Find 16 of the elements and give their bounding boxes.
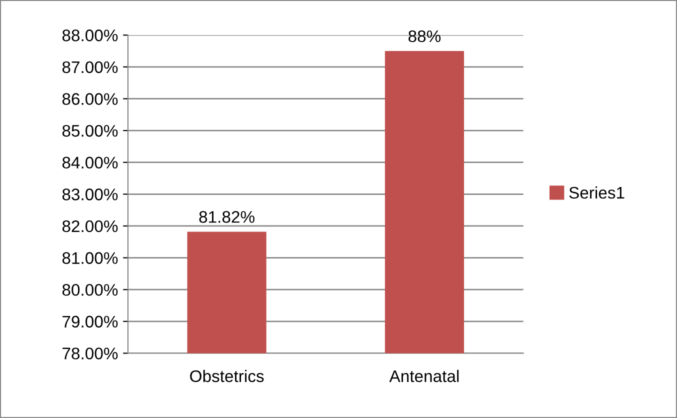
y-tick-label: 86.00% — [62, 93, 118, 105]
data-label: 81.82% — [199, 211, 254, 223]
y-tick-label: 87.00% — [62, 61, 118, 74]
y-tick-label: 78.00% — [62, 348, 118, 360]
x-tick-label: Obstetrics — [190, 370, 264, 382]
y-tick-label: 88.00% — [62, 30, 118, 42]
y-tick-label: 80.00% — [62, 284, 118, 296]
x-tick-label: Antenatal — [389, 370, 459, 382]
y-tick-label: 84.00% — [62, 156, 118, 169]
legend-label: Series1 — [569, 186, 624, 199]
data-label: 88% — [408, 30, 441, 42]
y-tick-label: 81.00% — [62, 252, 118, 264]
y-tick-label: 79.00% — [62, 316, 118, 328]
y-tick-label: 83.00% — [62, 188, 118, 200]
y-tick-label: 85.00% — [62, 124, 118, 137]
y-tick-label: 82.00% — [62, 220, 118, 232]
